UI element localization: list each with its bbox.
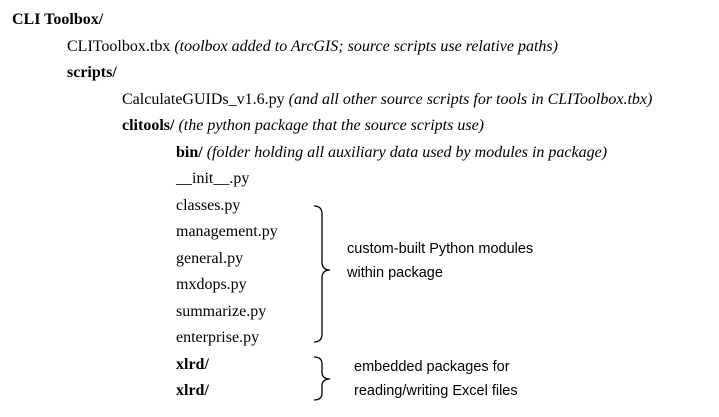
module-file: __init__.py — [176, 170, 250, 187]
bin-entry: bin/ (folder holding all auxiliary data … — [176, 143, 607, 163]
bin-note: (folder holding all auxiliary data used … — [206, 144, 608, 161]
packages-annotation-line2: reading/writing Excel files — [354, 383, 518, 399]
modules-annotation-line2: within package — [347, 265, 443, 281]
module-file: classes.py — [176, 197, 241, 214]
clitools-entry: clitools/ (the python package that the s… — [122, 116, 484, 136]
module-file: enterprise.py — [176, 329, 260, 346]
module-file: mxdops.py — [176, 276, 247, 293]
source-script-name: CalculateGUIDs_v1.6.py — [122, 91, 285, 108]
packages-brace — [313, 356, 331, 401]
toolbox-file-note: (toolbox added to ArcGIS; source scripts… — [174, 38, 558, 55]
package-folder: xlrd/ — [176, 382, 209, 399]
modules-annotation-line1: custom-built Python modules — [347, 241, 534, 257]
toolbox-file-name: CLIToolbox.tbx — [67, 38, 171, 55]
bin-folder-name: bin/ — [176, 144, 203, 161]
toolbox-entry: CLIToolbox.tbx (toolbox added to ArcGIS;… — [67, 37, 558, 57]
source-script-note: (and all other source scripts for tools … — [288, 91, 653, 108]
source-script-entry: CalculateGUIDs_v1.6.py (and all other so… — [122, 90, 652, 110]
module-file: summarize.py — [176, 303, 267, 320]
package-folder: xlrd/ — [176, 356, 209, 373]
packages-annotation-line1: embedded packages for — [354, 359, 510, 375]
module-file: management.py — [176, 223, 278, 240]
modules-brace — [313, 205, 331, 343]
scripts-folder: scripts/ — [67, 64, 117, 81]
root-folder: CLI Toolbox/ — [12, 11, 104, 28]
clitools-note: (the python package that the source scri… — [178, 117, 484, 134]
clitools-folder-name: clitools/ — [122, 117, 175, 134]
module-file: general.py — [176, 250, 244, 267]
